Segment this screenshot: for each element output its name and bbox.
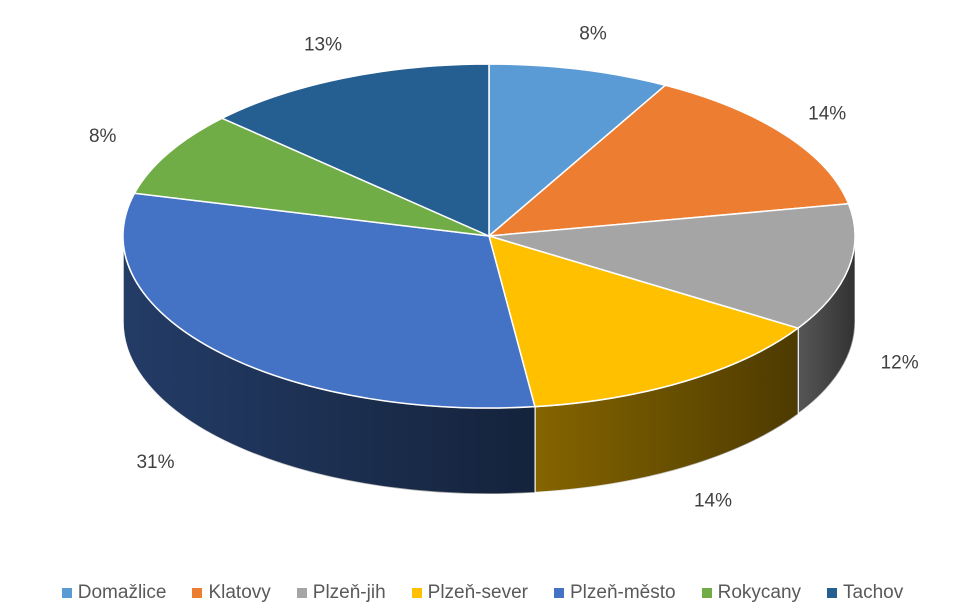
legend-label: Klatovy	[208, 582, 271, 603]
data-label-plzen-jih: 12%	[881, 352, 919, 373]
legend: Domažlice Klatovy Plzeň-jih Plzeň-sever Plze…	[0, 582, 965, 604]
legend-label: Plzeň-sever	[427, 582, 528, 603]
legend-item-domazlice: Domažlice	[61, 582, 167, 604]
data-label-klatovy: 14%	[808, 104, 846, 125]
legend-item-plzen-sever: Plzeň-sever	[411, 582, 528, 604]
legend-label: Rokycany	[717, 582, 802, 603]
legend-item-plzen-jih: Plzeň-jih	[296, 582, 386, 604]
legend-label: Tachov	[843, 582, 904, 603]
slice-side-shade-plzen-mesto	[123, 236, 535, 494]
slice-klatovy	[488, 84, 850, 237]
slice-plzen-jih	[488, 203, 856, 329]
legend-item-plzen-mesto: Plzeň-město	[553, 582, 676, 604]
legend-swatch	[411, 588, 422, 598]
data-label-domazlice: 8%	[579, 24, 607, 45]
slice-plzen-sever	[488, 235, 799, 408]
legend-swatch	[827, 588, 838, 598]
legend-item-tachov: Tachov	[827, 582, 903, 604]
data-label-rokycany: 8%	[89, 126, 117, 147]
legend-label: Plzeň-město	[569, 582, 676, 603]
slice-plzen-mesto	[122, 192, 536, 409]
slice-side-shade-plzen-jih	[798, 236, 855, 415]
legend-swatch	[61, 588, 72, 598]
legend-label: Plzeň-jih	[312, 582, 386, 603]
data-label-tachov: 13%	[304, 34, 342, 55]
slice-side-shade-plzen-sever	[534, 328, 799, 493]
legend-swatch	[553, 588, 564, 598]
legend-item-rokycany: Rokycany	[701, 582, 802, 604]
legend-swatch	[192, 588, 203, 598]
legend-swatch	[701, 588, 712, 598]
slice-tachov	[221, 63, 490, 237]
data-label-plzen-mesto: 31%	[136, 452, 174, 473]
legend-item-klatovy: Klatovy	[192, 582, 271, 604]
legend-label: Domažlice	[77, 582, 167, 603]
slice-rokycany	[133, 117, 490, 237]
slice-domazlice	[488, 63, 667, 237]
legend-swatch	[296, 588, 307, 598]
data-label-plzen-sever: 14%	[694, 490, 732, 511]
